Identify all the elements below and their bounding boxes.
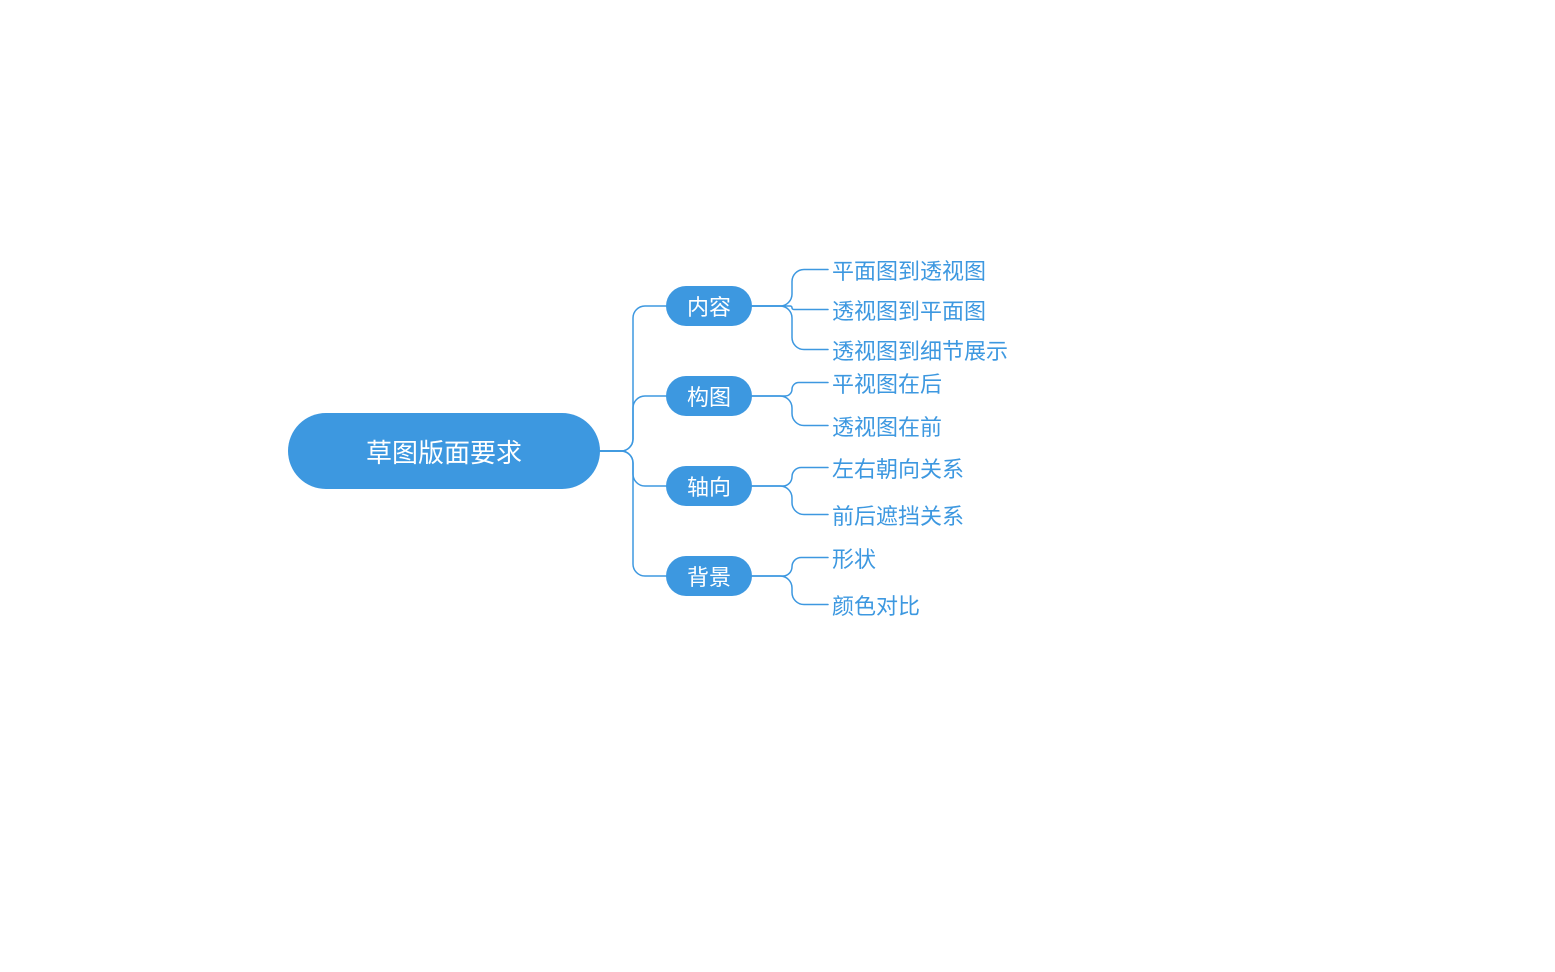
leaf-node-content-1: 透视图到平面图 (832, 293, 986, 326)
connector-layer (0, 0, 1555, 972)
leaf-node-content-2: 透视图到细节展示 (832, 333, 1008, 366)
leaf-node-axial-0: 左右朝向关系 (832, 451, 964, 484)
branch-node-axial[interactable]: 轴向 (666, 466, 752, 506)
branch-node-composition[interactable]: 构图 (666, 376, 752, 416)
branch-node-background[interactable]: 背景 (666, 556, 752, 596)
leaf-node-content-0: 平面图到透视图 (832, 253, 986, 286)
leaf-node-composition-1: 透视图在前 (832, 409, 942, 442)
leaf-node-background-0: 形状 (832, 541, 876, 574)
root-node[interactable]: 草图版面要求 (288, 413, 600, 489)
leaf-node-axial-1: 前后遮挡关系 (832, 498, 964, 531)
branch-node-content[interactable]: 内容 (666, 286, 752, 326)
mindmap-canvas: 草图版面要求 内容 平面图到透视图透视图到平面图透视图到细节展示构图 平视图在后透视图… (0, 0, 1555, 972)
leaf-node-composition-0: 平视图在后 (832, 366, 942, 399)
leaf-node-background-1: 颜色对比 (832, 588, 920, 621)
